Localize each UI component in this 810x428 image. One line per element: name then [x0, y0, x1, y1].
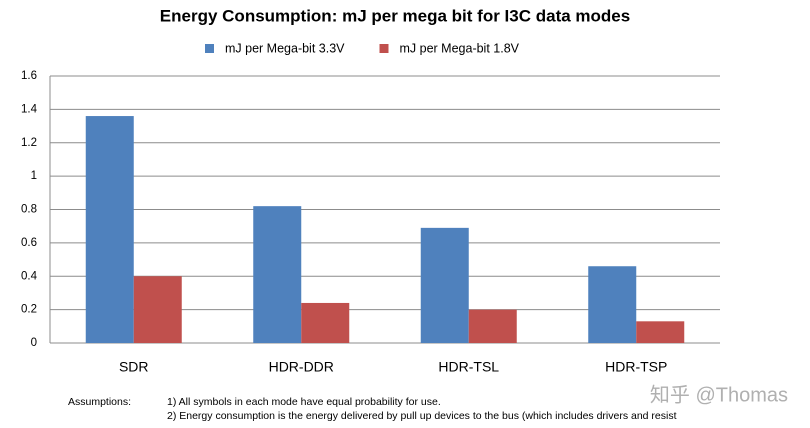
y-tick-label: 0.2: [21, 304, 37, 316]
watermark: 知乎 @Thomas: [650, 383, 788, 406]
bar: [588, 266, 637, 343]
legend-swatch: [379, 44, 389, 53]
y-tick-label: 1.2: [21, 137, 37, 149]
y-tick-label: 0.8: [21, 204, 37, 216]
footnote-label: Assumptions:: [68, 396, 131, 408]
chart-title: Energy Consumption: mJ per mega bit for …: [160, 6, 630, 25]
legend-label: mJ per Mega-bit 3.3V: [225, 41, 345, 55]
bar: [253, 206, 302, 343]
y-tick-label: 1: [31, 170, 37, 182]
footnote-line: 2) Energy consumption is the energy deli…: [167, 410, 677, 422]
legend-swatch: [205, 44, 214, 53]
x-tick-label: HDR-TSP: [605, 359, 667, 375]
x-tick-label: SDR: [119, 359, 149, 375]
x-tick-label: HDR-TSL: [438, 359, 499, 375]
legend-label: mJ per Mega-bit 1.8V: [400, 41, 520, 55]
y-tick-label: 0.6: [21, 237, 37, 249]
bar: [420, 227, 469, 343]
footnote-line: 1) All symbols in each mode have equal p…: [167, 396, 441, 408]
bar: [468, 309, 517, 343]
y-tick-label: 1.6: [21, 70, 37, 82]
bar: [133, 276, 182, 343]
x-tick-label: HDR-DDR: [269, 359, 334, 375]
bar: [301, 302, 350, 343]
y-tick-label: 1.4: [21, 103, 38, 115]
y-tick-label: 0: [31, 337, 37, 349]
y-tick-label: 0.4: [21, 270, 38, 282]
bar: [85, 116, 134, 343]
bar: [636, 321, 685, 343]
